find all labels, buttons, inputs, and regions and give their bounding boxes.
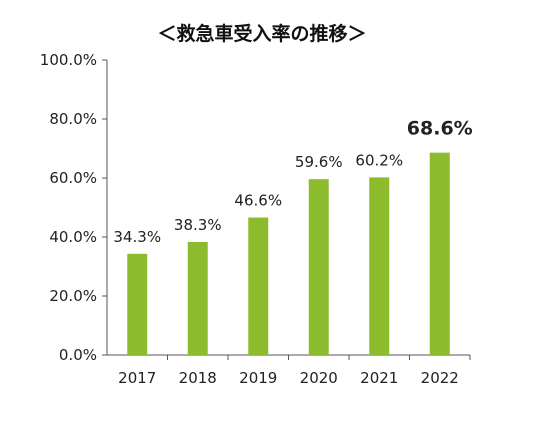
x-tick-label: 2021 [360,369,398,387]
y-tick-label: 20.0% [49,287,97,305]
y-tick-label: 100.0% [40,51,97,69]
x-tick-label: 2022 [421,369,459,387]
bar-group [127,152,450,355]
bar-2019 [248,217,269,355]
x-tick-label: 2018 [179,369,217,387]
x-tick-label: 2020 [300,369,338,387]
bar-2021 [369,177,390,355]
data-label-2021: 60.2% [355,151,403,169]
chart-title: ＜救急車受入率の推移＞ [157,22,366,45]
y-tick-label: 60.0% [49,169,97,187]
y-tick-label: 0.0% [59,346,97,364]
data-label-2019: 46.6% [234,192,282,210]
data-label-2020: 59.6% [295,153,343,171]
bar-2017 [127,253,148,355]
data-label-2017: 34.3% [113,228,161,246]
y-tick-label: 40.0% [49,228,97,246]
bar-2018 [187,242,208,355]
data-label-group: 34.3% 38.3% 46.6% 59.6% 60.2%68.6% [113,118,472,246]
y-axis: 0.0% 20.0% 40.0% 60.0% 80.0% 100.0% [40,51,108,364]
data-label-2018: 38.3% [174,216,222,234]
bar-2022 [429,152,450,355]
x-tick-label: 2017 [118,369,156,387]
data-label-2022: 68.6% [407,118,473,140]
x-axis: 2017 2018 2019 2020 2021 2022 [107,354,471,387]
x-tick-label: 2019 [239,369,277,387]
y-tick-label: 80.0% [49,110,97,128]
bar-2020 [308,179,329,355]
